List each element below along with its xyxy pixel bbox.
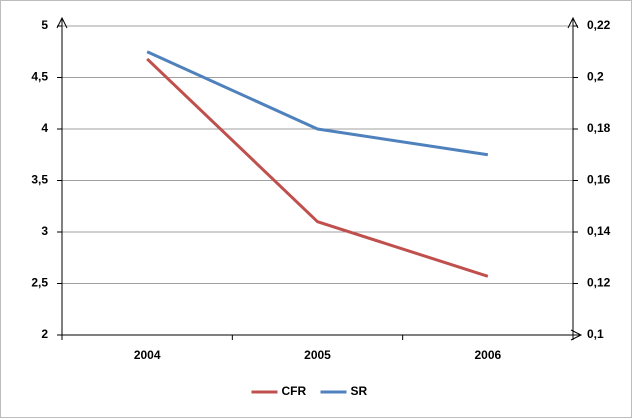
y2-tick-label: 0,22 (587, 18, 611, 32)
legend-label: CFR (282, 384, 307, 398)
y2-tick-label: 0,2 (587, 70, 604, 84)
y2-tick-label: 0,1 (587, 327, 604, 341)
y-tick-label: 3,5 (31, 173, 48, 187)
y-tick-label: 2 (41, 327, 48, 341)
y2-tick-label: 0,16 (587, 173, 611, 187)
grid (62, 25, 573, 284)
x-tick-label: 2005 (304, 348, 331, 362)
x-axis-arrow (570, 329, 583, 341)
legend-label: SR (351, 384, 368, 398)
y2-tick-label: 0,18 (587, 121, 611, 135)
series-line (146, 50, 489, 157)
y2-tick-label: 0,14 (587, 224, 611, 238)
axes (56, 16, 583, 341)
x-tick-label: 2006 (474, 348, 501, 362)
y-axis-arrow (56, 16, 68, 29)
y-tick-label: 3 (41, 224, 48, 238)
y-tick-label: 5 (41, 18, 48, 32)
y-tick-label: 2,5 (31, 276, 48, 290)
y-tick-label: 4,5 (31, 70, 48, 84)
series-line (146, 57, 489, 278)
y-tick-label: 4 (41, 121, 48, 135)
y2-axis-arrow (567, 16, 579, 29)
x-tick-label: 2004 (134, 348, 161, 362)
y2-tick-label: 0,12 (587, 276, 611, 290)
